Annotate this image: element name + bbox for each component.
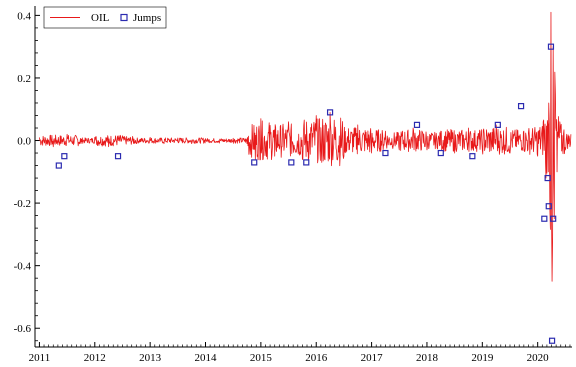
y-tick-label: -0.6 (14, 323, 32, 335)
jump-marker (544, 174, 551, 182)
legend: OIL Jumps (43, 6, 167, 29)
jump-marker (494, 121, 501, 128)
x-ticks: 2011 2012 2013 2014 2015 2016 2017 2018 2019 2020 (29, 342, 571, 364)
jump-marker (548, 337, 556, 344)
y-tick-label: -0.2 (14, 198, 31, 210)
legend-oil-label: OIL (91, 12, 110, 24)
series-oil-line (39, 11, 572, 282)
x-tick-label: 2019 (471, 352, 494, 364)
x-tick-label: 2016 (305, 352, 328, 364)
jump-marker (517, 103, 525, 110)
jump-marker (288, 159, 295, 166)
y-tick-label: 0.4 (17, 10, 31, 22)
jump-marker (114, 153, 122, 160)
jump-marker (547, 43, 555, 50)
x-tick-label: 2018 (416, 352, 439, 364)
plot-frame (34, 6, 572, 348)
y-ticks: 0.4 0.2 0.0 -0.2 -0.4 -0.6 (14, 10, 40, 342)
y-tick-label: -0.4 (14, 261, 32, 273)
jump-marker (469, 153, 476, 160)
jump-marker (541, 215, 548, 222)
y-tick-label: 0.0 (17, 136, 31, 148)
x-tick-label: 2011 (29, 352, 51, 364)
legend-box (43, 6, 167, 29)
jump-marker (326, 109, 334, 116)
series-layer (39, 11, 572, 282)
x-tick-label: 2014 (195, 352, 218, 364)
x-tick-label: 2015 (250, 352, 273, 364)
jump-marker (545, 203, 552, 210)
x-tick-label: 2017 (361, 352, 384, 364)
jump-marker (382, 149, 389, 157)
legend-jumps-label: Jumps (133, 12, 161, 24)
jump-marker (251, 159, 258, 166)
legend-jumps-swatch (120, 13, 128, 22)
x-tick-label: 2020 (527, 352, 550, 364)
x-tick-label: 2013 (139, 352, 162, 364)
jump-marker (550, 215, 557, 222)
jump-marker (55, 162, 62, 169)
jump-marker (413, 121, 421, 128)
jumps-layer (55, 43, 557, 344)
jump-marker (303, 159, 310, 166)
jump-marker (61, 153, 68, 160)
jump-marker (437, 149, 444, 157)
x-tick-label: 2012 (84, 352, 106, 364)
y-tick-label: 0.2 (17, 73, 31, 85)
